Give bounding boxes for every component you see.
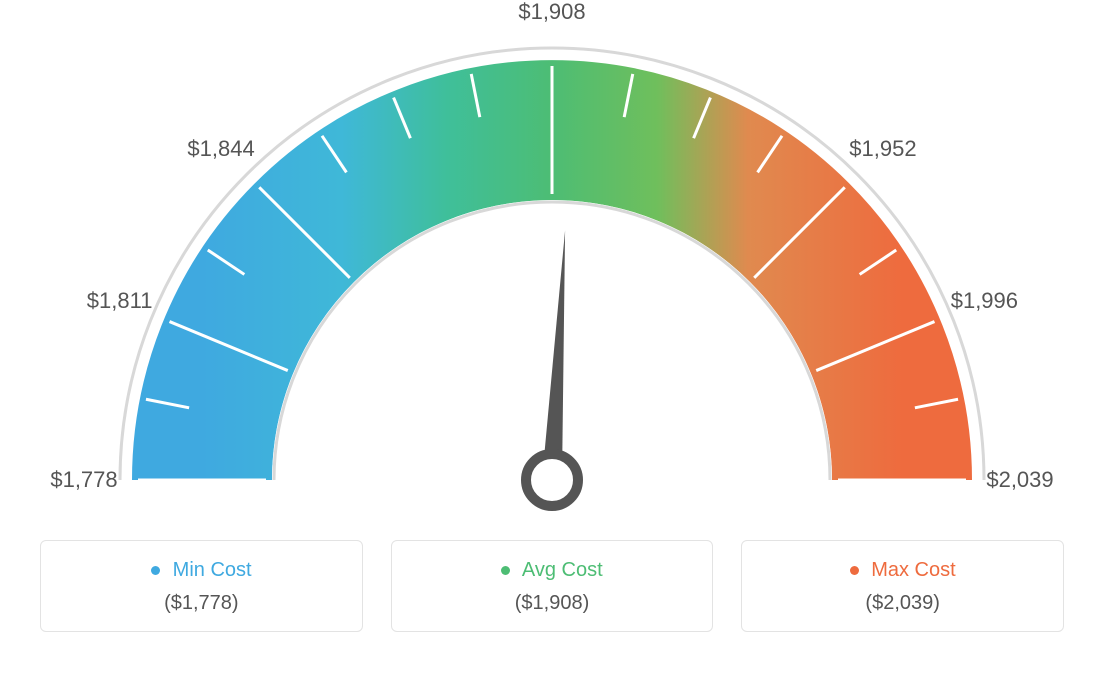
gauge-tick-label: $1,844	[187, 136, 254, 162]
min-cost-title: Min Cost	[51, 559, 352, 582]
min-cost-card: Min Cost ($1,778)	[40, 540, 363, 632]
gauge-tick-label: $1,778	[50, 467, 117, 493]
avg-cost-label: Avg Cost	[522, 559, 603, 581]
avg-cost-card: Avg Cost ($1,908)	[391, 540, 714, 632]
gauge-chart: $1,778 $1,811 $1,844 $1,908 $1,952 $1,996 $2,0…	[0, 0, 1104, 540]
avg-cost-value: ($1,908)	[402, 592, 703, 615]
gauge-svg	[0, 0, 1104, 540]
gauge-tick-label: $1,996	[951, 288, 1018, 314]
max-dot-icon	[850, 566, 859, 575]
avg-cost-title: Avg Cost	[402, 559, 703, 582]
max-cost-card: Max Cost ($2,039)	[741, 540, 1064, 632]
min-cost-value: ($1,778)	[51, 592, 352, 615]
max-cost-title: Max Cost	[752, 559, 1053, 582]
min-cost-label: Min Cost	[173, 559, 252, 581]
max-cost-label: Max Cost	[871, 559, 955, 581]
gauge-tick-label: $2,039	[986, 467, 1053, 493]
gauge-tick-label: $1,811	[87, 288, 153, 314]
gauge-tick-label: $1,952	[849, 136, 916, 162]
max-cost-value: ($2,039)	[752, 592, 1053, 615]
gauge-tick-label: $1,908	[518, 0, 585, 25]
min-dot-icon	[151, 566, 160, 575]
avg-dot-icon	[501, 566, 510, 575]
summary-cards: Min Cost ($1,778) Avg Cost ($1,908) Max …	[0, 540, 1104, 662]
